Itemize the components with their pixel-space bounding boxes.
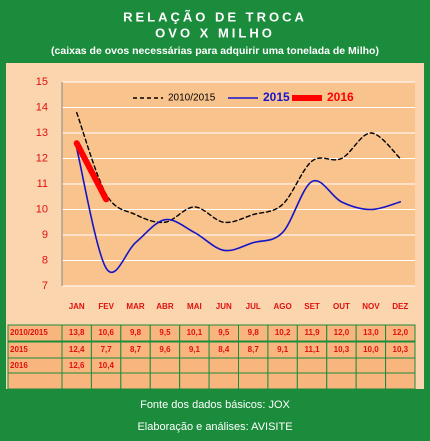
y-tick-label: 11 (37, 178, 48, 190)
table-value: 9,8 (130, 328, 142, 337)
table-value: 9,1 (277, 345, 289, 354)
table-value: 10,4 (98, 361, 114, 370)
y-tick-label: 8 (42, 254, 48, 266)
table-cell (238, 357, 269, 375)
table-cell (355, 372, 387, 390)
table-cell (326, 357, 357, 375)
series-line (73, 140, 110, 203)
table-value: 12,6 (69, 361, 85, 370)
table-cell (208, 372, 239, 390)
table-value: 8,7 (248, 345, 260, 354)
table-row-label: 2015 (10, 345, 28, 354)
table-value: 7,7 (101, 345, 113, 354)
table-cell (120, 372, 151, 390)
table-cell (385, 357, 416, 375)
table-value: 12,0 (334, 328, 350, 337)
table-cell (149, 357, 181, 375)
table-cell (296, 357, 328, 375)
table-value: 11,1 (304, 345, 320, 354)
chart-title: RELAÇÃO DE TROCA (123, 9, 307, 24)
x-tick-label: JUL (246, 302, 261, 311)
table-cell (238, 372, 269, 390)
table-value: 10,3 (334, 345, 350, 354)
x-tick-label: MAR (126, 302, 144, 311)
table-value: 10,1 (187, 328, 203, 337)
table-cell (326, 372, 357, 390)
table-cell (296, 372, 328, 390)
x-tick-label: JAN (69, 302, 85, 311)
table-cell (90, 372, 122, 390)
table-row-label: 2016 (10, 361, 28, 370)
x-tick-label: FEV (98, 302, 114, 311)
table-value: 9,1 (189, 345, 201, 354)
table-cell (355, 357, 387, 375)
y-tick-label: 9 (42, 229, 48, 241)
table-cell (120, 357, 151, 375)
y-tick-label: 7 (42, 280, 48, 292)
table-value: 11,9 (304, 328, 320, 337)
table-cell (208, 357, 239, 375)
table-value: 8,4 (218, 345, 230, 354)
table-cell (179, 357, 210, 375)
table-value: 10,2 (275, 328, 291, 337)
table-cell (179, 372, 210, 390)
x-tick-label: JUN (216, 302, 232, 311)
x-tick-label: SET (304, 302, 320, 311)
y-tick-label: 10 (36, 203, 48, 215)
legend-label: 2016 (327, 90, 354, 104)
table-value: 9,5 (218, 328, 230, 337)
source: Fonte dos dados básicos: JOX (140, 399, 290, 411)
legend-label: 2015 (263, 90, 290, 104)
table-value: 8,7 (130, 345, 142, 354)
x-tick-label: ABR (156, 302, 174, 311)
x-tick-label: NOV (362, 302, 380, 311)
table-cell (149, 372, 181, 390)
table-row-label: 2010/2015 (10, 328, 48, 337)
table-cell (267, 357, 298, 375)
x-tick-label: MAI (187, 302, 202, 311)
table-value: 12,0 (393, 328, 409, 337)
legend-label: 2010/2015 (168, 93, 216, 104)
series-line (75, 147, 402, 274)
table-value: 12,4 (69, 345, 85, 354)
table-value: 9,8 (248, 328, 260, 337)
table-value: 13,0 (363, 328, 379, 337)
table-value: 10,0 (363, 345, 379, 354)
x-tick-label: DEZ (392, 302, 408, 311)
table-value: 10,3 (393, 345, 409, 354)
y-tick-label: 15 (36, 76, 48, 88)
chart-subtitle: OVO X MILHO (155, 25, 275, 40)
table-value: 9,6 (159, 345, 171, 354)
table-cell (61, 372, 92, 390)
x-tick-label: AGO (274, 302, 292, 311)
table-value: 9,5 (159, 328, 171, 337)
x-tick-label: OUT (333, 302, 350, 311)
source: Elaboração e análises: AVISITE (137, 421, 292, 433)
table-cell (385, 372, 416, 390)
table-value: 10,6 (98, 328, 114, 337)
y-tick-label: 14 (36, 101, 48, 113)
table-cell (385, 324, 416, 342)
caption: (caixas de ovos necessárias para adquiri… (51, 45, 379, 57)
table-cell (267, 372, 298, 390)
table-value: 13,8 (69, 328, 85, 337)
table-cell (7, 372, 63, 390)
series-line (76, 111, 401, 224)
y-tick-label: 12 (36, 152, 48, 164)
y-tick-label: 13 (36, 127, 48, 139)
